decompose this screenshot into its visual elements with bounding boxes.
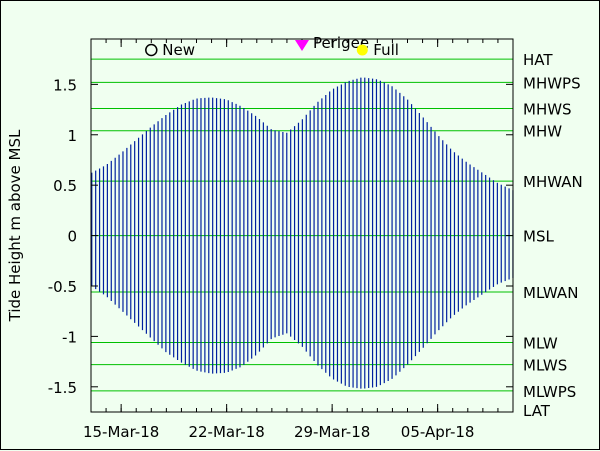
tide-level-label: MHWAN — [523, 173, 583, 191]
y-axis-label: Tide Height m above MSL — [6, 129, 24, 322]
y-tick-label: -0.5 — [48, 278, 77, 296]
tide-level-label: MSL — [523, 228, 554, 246]
y-tick-label: 0.5 — [53, 177, 77, 195]
tide-series — [91, 77, 514, 389]
y-tick-label: 0 — [67, 228, 77, 246]
tide-level-label: MHWPS — [523, 74, 581, 92]
tide-level-label: HAT — [523, 51, 553, 69]
tide-level-label: MLW — [523, 334, 558, 352]
y-tick-label: 1.5 — [53, 76, 77, 94]
y-tick-label: -1 — [62, 328, 77, 346]
annotation-label: Perigee — [313, 34, 369, 52]
tide-level-label: MHWS — [523, 101, 572, 119]
x-tick-label: 22-Mar-18 — [188, 423, 264, 441]
x-tick-label: 05-Apr-18 — [401, 423, 475, 441]
x-tick-label: 15-Mar-18 — [83, 423, 159, 441]
perigee-marker — [295, 40, 309, 51]
tide-level-label: MLWS — [523, 357, 567, 375]
y-tick-label: 1 — [67, 127, 77, 145]
tide-level-label: MHW — [523, 123, 562, 141]
annotation-label: New — [162, 41, 195, 59]
full-moon-marker — [356, 44, 368, 56]
new-moon-marker — [145, 43, 158, 57]
y-tick-label: -1.5 — [48, 379, 77, 397]
tide-level-label: MLWAN — [523, 284, 578, 302]
annotation-label: Full — [373, 41, 399, 59]
x-tick-label: 29-Mar-18 — [294, 423, 370, 441]
tide-level-label: MLWPS — [523, 383, 576, 401]
tide-level-label: LAT — [523, 402, 551, 420]
